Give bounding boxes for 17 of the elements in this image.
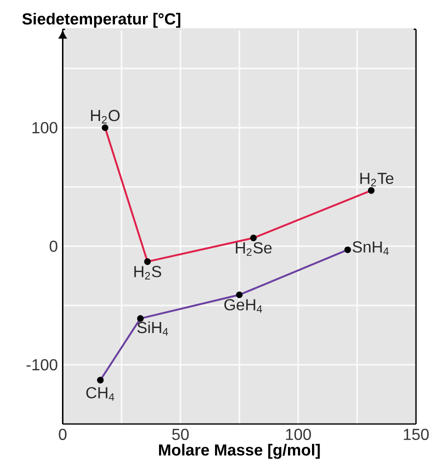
x-axis-title: Molare Masse [g/mol] [158,444,320,459]
y-axis-title: Siedetemperatur [°C] [22,12,180,28]
annotation: H$_{2}$O [90,110,120,124]
x-tick-label: 50 [172,428,189,440]
y-tick-label: 100 [32,122,58,134]
annotation: H$_{2}$Se [236,242,272,256]
y-tick-label: -100 [26,359,58,370]
y-tick-label: 0 [50,240,58,252]
annotation: H$_{2}$Te [360,172,394,186]
x-tick-label: 0 [58,428,66,440]
annotation: GeH$_{4}$ [224,299,262,313]
annotation: SiH$_{4}$ [137,321,168,336]
annotation: H$_{2}$S [134,266,161,280]
annotation: CH$_{4}$ [86,387,114,401]
x-tick-label: 150 [404,428,429,440]
annotation: SnH$_{4}$ [352,241,389,255]
x-tick-label: 100 [286,428,311,440]
